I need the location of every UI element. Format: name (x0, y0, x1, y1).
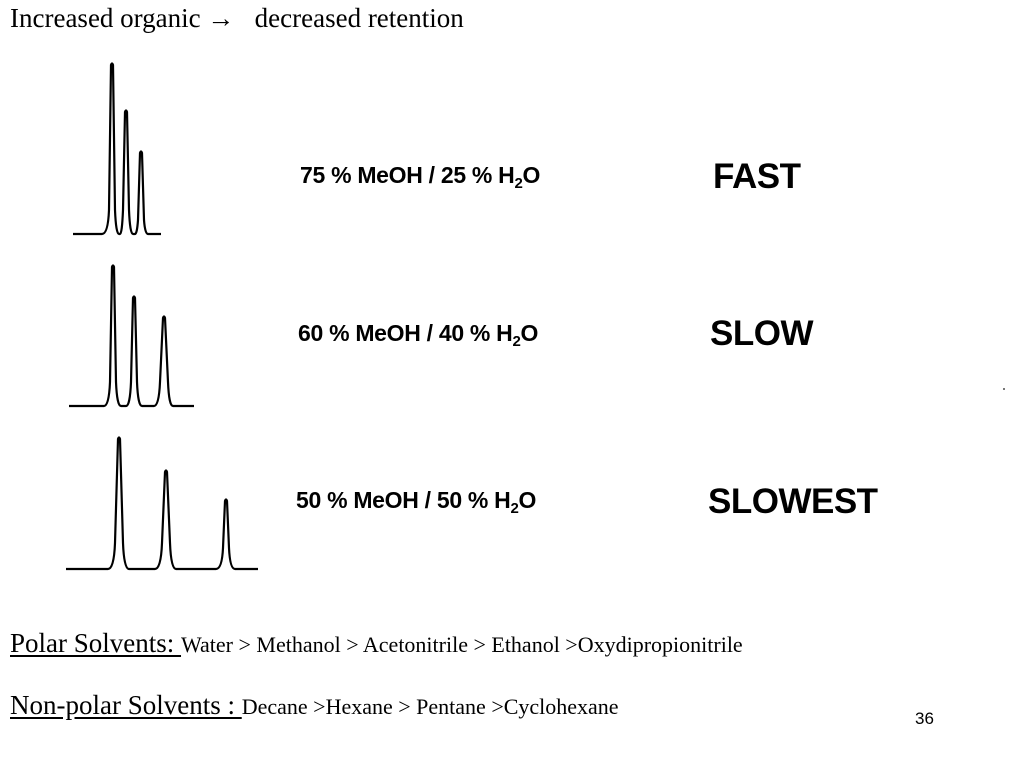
chromatogram-50-meoh (66, 436, 258, 571)
condition-text-end: O (522, 162, 541, 188)
condition-label-60-meoh: 60 % MeOH / 40 % H2O (298, 320, 539, 350)
slide-title: Increased organic → decreased retention (10, 3, 464, 33)
subscript-2: 2 (512, 333, 521, 350)
nonpolar-solvents-line: Non-polar Solvents : Decane >Hexane > Pe… (10, 690, 619, 721)
speed-label-fast: FAST (713, 157, 801, 196)
condition-label-50-meoh: 50 % MeOH / 50 % H2O (296, 487, 537, 517)
condition-text: 60 % MeOH / 40 % H (298, 320, 513, 346)
condition-text-end: O (518, 487, 537, 513)
page-number: 36 (915, 709, 934, 728)
chromatogram-75-meoh (73, 62, 161, 236)
condition-text-end: O (520, 320, 539, 346)
condition-text: 75 % MeOH / 25 % H (300, 162, 515, 188)
polar-solvents-line: Polar Solvents: Water > Methanol > Aceto… (10, 628, 743, 659)
chromatogram-60-meoh (69, 264, 194, 408)
nonpolar-solvents-label: Non-polar Solvents : (10, 690, 242, 720)
subscript-2: 2 (514, 175, 523, 192)
condition-label-75-meoh: 75 % MeOH / 25 % H2O (300, 162, 541, 192)
stray-dot (1003, 388, 1005, 390)
speed-label-slowest: SLOWEST (708, 482, 878, 521)
speed-label-slow: SLOW (710, 314, 813, 353)
condition-text: 50 % MeOH / 50 % H (296, 487, 511, 513)
polar-solvents-label: Polar Solvents: (10, 628, 182, 658)
nonpolar-solvents-list: Decane >Hexane > Pentane >Cyclohexane (241, 694, 619, 719)
subscript-2: 2 (510, 500, 519, 517)
polar-solvents-list: Water > Methanol > Acetonitrile > Ethano… (181, 632, 743, 657)
